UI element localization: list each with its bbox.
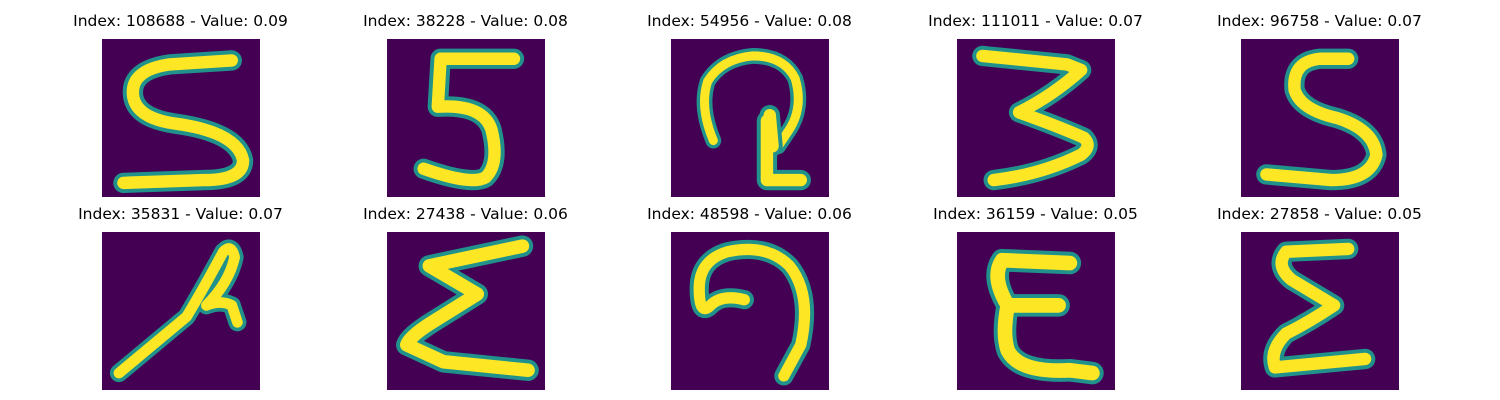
image-title: Index: 111011 - Value: 0.07: [928, 12, 1143, 30]
image-cell: Index: 96758 - Value: 0.07: [1177, 11, 1462, 201]
image-title: Index: 27438 - Value: 0.06: [363, 205, 568, 223]
image-title: Index: 35831 - Value: 0.07: [78, 205, 283, 223]
image-cell: Index: 108688 - Value: 0.09: [38, 11, 323, 201]
image-cell: Index: 27858 - Value: 0.05: [1177, 204, 1462, 394]
image-title: Index: 108688 - Value: 0.09: [73, 12, 288, 30]
digit-image-three: [956, 39, 1115, 197]
image-title: Index: 96758 - Value: 0.07: [1217, 12, 1422, 30]
digit-image-sigma: [1240, 232, 1399, 390]
digit-image-e: [956, 232, 1115, 390]
digit-image-nine: [670, 232, 829, 390]
image-title: Index: 38228 - Value: 0.08: [363, 12, 568, 30]
image-title: Index: 27858 - Value: 0.05: [1217, 205, 1422, 223]
digit-image-five: [101, 39, 260, 197]
image-cell: Index: 48598 - Value: 0.06: [607, 204, 892, 394]
image-cell: Index: 35831 - Value: 0.07: [38, 204, 323, 394]
image-cell: Index: 111011 - Value: 0.07: [893, 11, 1178, 201]
digit-image-five: [386, 39, 545, 197]
image-cell: Index: 27438 - Value: 0.06: [323, 204, 608, 394]
digit-image-sigma: [386, 232, 545, 390]
image-title: Index: 36159 - Value: 0.05: [933, 205, 1138, 223]
digit-image-curl: [670, 39, 829, 197]
image-cell: Index: 54956 - Value: 0.08: [607, 11, 892, 201]
image-title: Index: 54956 - Value: 0.08: [647, 12, 852, 30]
digit-image-five: [1240, 39, 1399, 197]
digit-image-loop: [101, 232, 260, 390]
image-cell: Index: 36159 - Value: 0.05: [893, 204, 1178, 394]
image-title: Index: 48598 - Value: 0.06: [647, 205, 852, 223]
image-cell: Index: 38228 - Value: 0.08: [323, 11, 608, 201]
